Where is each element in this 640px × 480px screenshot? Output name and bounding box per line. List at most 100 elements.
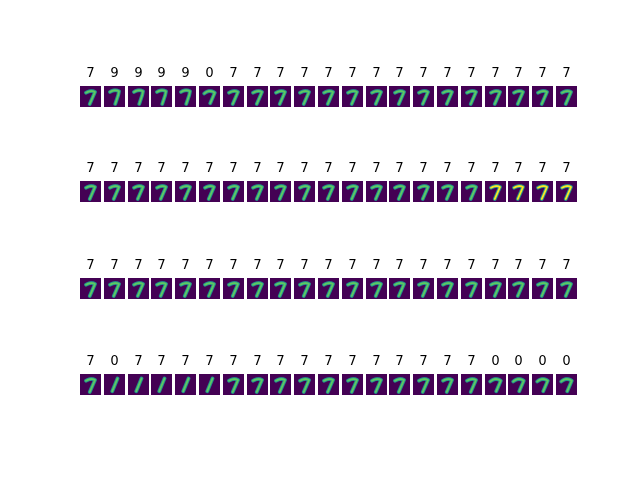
digit-label: 7: [300, 258, 309, 273]
digit-label: 9: [110, 66, 119, 81]
digit-image: [389, 278, 410, 299]
digit-label: 0: [562, 354, 571, 369]
digit-label: 7: [110, 161, 119, 176]
digit-image: [556, 86, 577, 107]
digit-cell: 7: [413, 66, 434, 107]
digit-label: 7: [443, 258, 452, 273]
digit-label: 7: [157, 258, 166, 273]
digit-image: [461, 374, 482, 395]
digit-image: [128, 181, 149, 202]
digit-image: [508, 374, 529, 395]
digit-cell: 7: [389, 66, 410, 107]
digit-cell: 7: [342, 161, 363, 202]
digit-cell: 9: [151, 66, 172, 107]
digit-cell: 7: [128, 354, 149, 395]
digit-label: 7: [514, 161, 523, 176]
digit-cell: 7: [247, 258, 268, 299]
digit-cell: 7: [318, 258, 339, 299]
digit-cell: 9: [128, 66, 149, 107]
digit-label: 7: [181, 258, 190, 273]
digit-cell: 7: [508, 161, 529, 202]
digit-cell: 7: [175, 258, 196, 299]
digit-label: 9: [157, 66, 166, 81]
digit-cell: 7: [223, 161, 244, 202]
digit-cell: 7: [461, 354, 482, 395]
digit-image: [199, 181, 220, 202]
digit-label: 7: [300, 354, 309, 369]
digit-cell: 7: [413, 258, 434, 299]
digit-label: 7: [491, 258, 500, 273]
digit-image: [223, 278, 244, 299]
digit-image: [461, 181, 482, 202]
digit-image: [199, 374, 220, 395]
digit-cell: 7: [199, 354, 220, 395]
digit-label: 7: [300, 66, 309, 81]
digit-cell: 7: [532, 161, 553, 202]
digit-image: [508, 181, 529, 202]
digit-image: [151, 278, 172, 299]
digit-cell: 0: [485, 354, 506, 395]
digit-label: 7: [181, 161, 190, 176]
digit-image: [80, 374, 101, 395]
digit-image: [366, 86, 387, 107]
digit-cell: 7: [80, 354, 101, 395]
digit-cell: 7: [270, 161, 291, 202]
digit-image: [532, 278, 553, 299]
digit-label: 7: [86, 161, 95, 176]
digit-image: [437, 181, 458, 202]
digit-image: [389, 86, 410, 107]
digit-image: [128, 374, 149, 395]
digit-cell: 7: [532, 258, 553, 299]
digit-label: 7: [229, 258, 238, 273]
digit-image: [199, 86, 220, 107]
digit-image: [485, 86, 506, 107]
digit-label: 7: [395, 258, 404, 273]
digit-label: 7: [348, 161, 357, 176]
digit-cell: 7: [342, 66, 363, 107]
digit-label: 7: [86, 258, 95, 273]
digit-label: 7: [562, 66, 571, 81]
digit-cell: 7: [247, 354, 268, 395]
digit-image: [80, 278, 101, 299]
digit-label: 7: [110, 258, 119, 273]
digit-cell: 7: [151, 354, 172, 395]
digit-image: [342, 181, 363, 202]
digit-cell: 7: [413, 161, 434, 202]
digit-cell: 7: [247, 161, 268, 202]
digit-label: 7: [348, 354, 357, 369]
digit-image: [556, 374, 577, 395]
digit-label: 7: [467, 258, 476, 273]
digit-cell: 7: [437, 354, 458, 395]
digit-cell: 7: [366, 66, 387, 107]
digit-label: 7: [419, 66, 428, 81]
digit-image: [413, 86, 434, 107]
digit-cell: 7: [104, 258, 125, 299]
digit-label: 7: [253, 66, 262, 81]
digit-image: [294, 278, 315, 299]
digit-image: [104, 86, 125, 107]
digit-cell: 7: [294, 354, 315, 395]
digit-cell: 7: [461, 66, 482, 107]
digit-cell: 7: [318, 66, 339, 107]
digit-label: 7: [514, 66, 523, 81]
digit-label: 7: [514, 258, 523, 273]
digit-cell: 7: [223, 354, 244, 395]
digit-cell: 7: [437, 161, 458, 202]
digit-image: [223, 181, 244, 202]
digit-image: [389, 374, 410, 395]
digit-label: 7: [372, 354, 381, 369]
digit-image: [80, 86, 101, 107]
digit-cell: 0: [556, 354, 577, 395]
digit-image: [270, 181, 291, 202]
digit-image: [556, 181, 577, 202]
digit-image: [413, 181, 434, 202]
digit-label: 7: [324, 66, 333, 81]
digit-cell: 7: [80, 258, 101, 299]
digit-image: [270, 278, 291, 299]
digit-cell: 7: [485, 161, 506, 202]
digit-label: 7: [253, 258, 262, 273]
digit-cell: 7: [270, 258, 291, 299]
digit-label: 7: [562, 258, 571, 273]
digit-image: [366, 374, 387, 395]
